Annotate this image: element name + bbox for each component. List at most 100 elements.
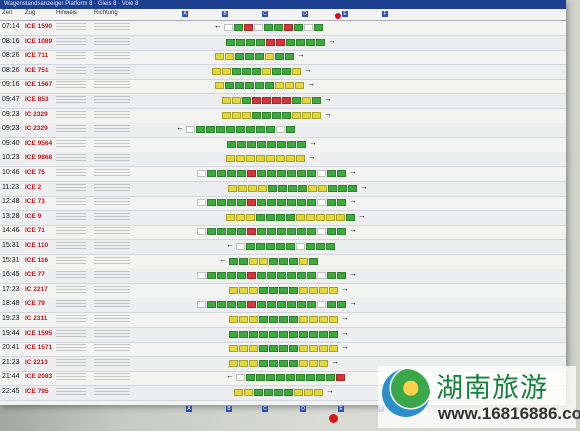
train-car — [276, 126, 285, 134]
train-car — [287, 228, 296, 236]
train-car — [275, 53, 284, 61]
departure-time: 17:23 — [2, 285, 20, 293]
train-car — [289, 286, 298, 294]
train-car — [269, 345, 278, 353]
train-car — [338, 184, 347, 192]
train-car — [252, 97, 261, 104]
train-car — [256, 374, 265, 382]
train-car — [262, 67, 271, 75]
train-car — [296, 38, 305, 46]
train-car — [197, 301, 206, 309]
train-car — [289, 330, 298, 338]
arrow-right-icon: → — [304, 64, 312, 74]
train-car — [297, 272, 306, 280]
train-destinations — [94, 23, 130, 32]
train-car — [307, 199, 316, 207]
train-notes — [56, 329, 86, 338]
train-car — [317, 199, 326, 207]
sector-marker-top: D — [302, 11, 308, 17]
train-car — [284, 24, 293, 31]
train-notes — [56, 227, 86, 236]
train-car — [246, 213, 255, 221]
departure-time: 09:23 — [2, 125, 20, 133]
train-destinations — [94, 37, 130, 47]
train-car — [287, 170, 296, 177]
train-notes — [56, 169, 86, 177]
train-car — [286, 126, 295, 134]
train-car — [252, 67, 261, 75]
train-car — [267, 199, 276, 207]
train-number: IC 2311 — [25, 315, 48, 322]
train-car — [237, 228, 246, 236]
train-destinations — [94, 198, 130, 208]
train-car — [222, 97, 231, 104]
train-notes — [56, 96, 86, 104]
train-car — [277, 301, 286, 309]
train-car — [242, 111, 251, 119]
train-car — [225, 82, 234, 90]
train-car — [306, 374, 315, 382]
train-car — [239, 330, 248, 338]
train-car — [336, 374, 345, 382]
train-car — [226, 155, 235, 163]
train-car — [262, 111, 271, 119]
table-row: 09:40 ICE 9564 → — [0, 138, 566, 153]
table-row: 21:44 ICE 2083 ← — [0, 371, 566, 387]
train-car — [239, 345, 248, 353]
train-car — [207, 301, 216, 309]
train-car — [236, 213, 245, 221]
table-row: 10:46 ICE 75 → — [0, 167, 566, 182]
train-car — [227, 170, 236, 177]
train-car — [269, 316, 278, 323]
departure-time: 09:23 — [2, 110, 20, 118]
train-car — [329, 286, 338, 294]
train-notes — [56, 81, 86, 90]
train-car — [277, 140, 286, 148]
train-car — [259, 330, 268, 338]
train-notes — [56, 52, 86, 61]
train-notes — [56, 23, 86, 31]
train-car — [235, 53, 244, 61]
train-car — [279, 359, 288, 367]
train-destinations — [94, 373, 130, 383]
train-formation — [226, 155, 306, 163]
train-car — [319, 286, 328, 294]
arrow-right-icon: → — [349, 196, 357, 206]
train-car — [287, 199, 296, 207]
train-car — [306, 38, 315, 46]
departure-time: 18:48 — [2, 300, 20, 308]
arrow-right-icon: → — [341, 313, 349, 322]
train-destinations — [94, 227, 130, 237]
train-car — [272, 111, 281, 119]
train-number: ICE 1571 — [25, 344, 53, 352]
arrow-right-icon: → — [328, 35, 336, 45]
train-car — [307, 170, 316, 177]
train-car — [236, 243, 245, 250]
train-notes — [56, 212, 86, 221]
train-car — [304, 389, 313, 396]
train-formation — [226, 38, 326, 46]
train-notes — [56, 66, 86, 75]
train-car — [217, 199, 226, 207]
train-car — [279, 316, 288, 323]
train-notes — [56, 139, 86, 148]
train-destinations — [94, 81, 130, 91]
train-car — [249, 316, 258, 323]
departure-time: 10:46 — [2, 169, 20, 176]
train-car — [207, 170, 216, 177]
table-row: 12:48 ICE 73 → — [0, 196, 566, 212]
train-car — [329, 345, 338, 353]
train-car — [299, 257, 308, 265]
you-are-here-dot — [329, 414, 338, 423]
train-destinations — [94, 169, 130, 178]
departure-time: 11:23 — [2, 183, 19, 191]
train-number: ICE 110 — [25, 242, 49, 249]
board-title-strip: Wagenstandsanzeiger Platform 8 · Gleis 8… — [0, 0, 566, 9]
train-car — [307, 272, 316, 280]
train-car — [257, 301, 266, 309]
train-number: ICE 1567 — [25, 81, 53, 89]
train-car — [266, 126, 275, 134]
table-row: 09:23 IC 2329 ← — [0, 123, 566, 139]
train-car — [259, 345, 268, 353]
train-car — [197, 199, 206, 207]
